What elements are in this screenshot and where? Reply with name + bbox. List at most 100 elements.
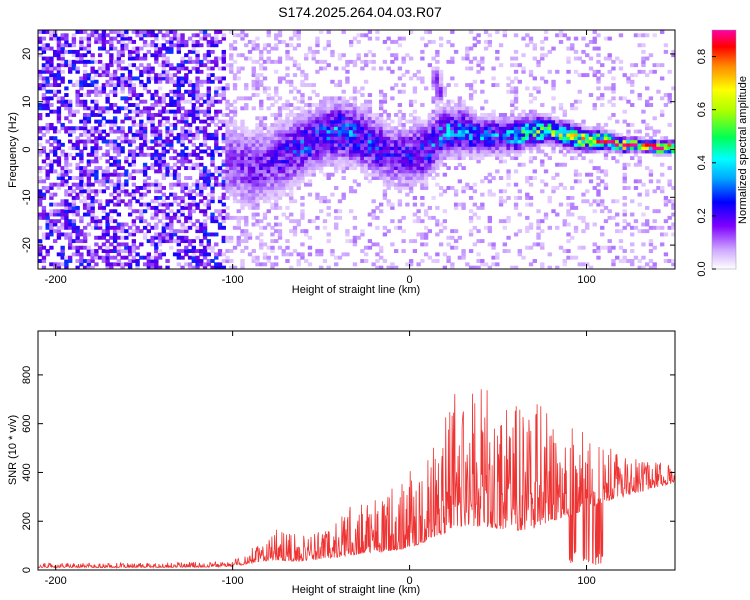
spectrogram-cell [573,146,579,151]
spectrogram-cell [52,139,58,144]
spectrogram-cell [322,109,328,114]
spectrogram-cell [498,199,504,204]
spectrogram-cell [378,66,384,71]
spectrogram-cell [540,265,545,269]
spectrogram-cell [56,235,62,240]
spectrogram-cell [304,162,309,167]
spectrogram-cell [592,132,597,137]
spectrogram-cell [67,126,73,131]
spectrogram-cell [270,192,275,197]
spectrogram-cell [300,132,305,137]
spectrogram-cell [64,259,69,263]
spectrogram-cell [397,116,403,121]
spectrogram-cell [41,255,47,260]
spectrogram-cell [154,209,159,214]
spectrogram-cell [240,66,245,71]
spectrogram-cell [131,255,137,260]
spectrogram-cell [274,46,279,51]
spectrogram-cell [259,195,264,200]
spectrogram-cell [431,112,436,117]
spectrogram-cell [551,142,556,147]
spectrogram-cell [592,209,597,214]
spectrogram-cell [525,122,530,127]
spectrogram-cell [461,205,466,210]
spectrogram-cell [38,189,43,194]
spectrogram-cell [315,195,320,200]
spectrogram-cell [195,262,200,267]
spectrogram-cell [56,69,62,74]
spectrogram-cell [236,172,241,177]
spectrogram-cell [79,56,84,61]
spectrogram-cell [577,73,582,78]
spectrogram-cell [446,156,451,161]
spectrogram-cell [142,169,148,174]
spectrogram-cell [405,149,410,154]
spectrogram-cell [285,239,290,244]
spectrogram-cell [266,255,271,260]
spectrogram-cell [206,179,211,184]
spectrogram-cell [67,69,73,74]
spectrogram-cell [266,30,271,34]
spectrogram-cell [453,189,459,194]
spectrogram-cell [315,69,320,74]
spectrogram-cell [251,93,256,97]
spectrogram-cell [274,136,279,141]
spectrogram-cell [296,106,301,111]
spectrogram-cell [191,66,196,71]
spectrogram-cell [71,146,77,151]
spectrogram-cell [416,129,421,134]
spectrogram-cell [38,103,43,107]
spectrogram-cell [150,116,155,121]
spectrogram-cell [109,89,114,94]
spectrogram-cell [56,262,62,267]
spectrogram-cell [311,136,316,141]
spectrogram-cell [611,129,616,134]
spectrogram-cell [408,112,414,117]
spectrogram-cell [82,202,88,207]
spectrogram-cell [360,116,365,121]
spectrogram-cell [184,176,189,180]
spectrogram-cell [435,96,440,101]
spectrogram-cell [566,122,571,127]
spectrogram-cell [79,126,84,131]
spectrogram-cell [262,59,268,64]
spectrogram-cell [82,205,88,210]
spectrogram-cell [172,126,178,131]
spectrogram-cell [184,129,189,134]
spectrogram-cell [244,245,249,250]
spectrogram-cell [528,129,534,134]
spectrogram-cell [244,219,249,224]
spectrogram-cell [251,182,256,187]
spectrogram-cell [487,242,492,247]
spectrogram-cell [195,56,200,61]
spectrogram-cell [513,56,519,61]
spectrogram-cell [521,36,526,41]
spectrogram-cell [64,162,69,167]
spectrogram-cell [60,172,65,177]
spectrogram-cell [154,76,159,81]
spectrogram-cell [94,103,99,107]
spectrogram-cell [109,106,114,111]
spectrogram-cell [352,86,358,91]
spectrogram-cell [247,166,253,171]
spectrogram-cell [82,265,88,269]
spectrogram-cell [169,73,174,78]
spectrogram-cell [319,159,324,164]
spectrogram-cell [408,132,414,137]
spectrogram-cell [491,242,496,247]
spectrogram-cell [468,139,474,144]
spectrogram-cell [247,56,253,61]
spectrogram-cell [349,96,354,101]
spectrogram-cell [371,126,376,131]
spectrogram-cell [270,159,275,164]
spectrogram-cell [251,69,256,74]
spectrogram-cell [199,30,204,34]
spectrogram-cell [229,166,234,171]
spectrogram-cell [292,30,298,34]
spectrogram-cell [161,66,166,71]
spectrogram-cell [270,136,275,141]
spectrogram-cell [60,76,65,81]
spectrogram-cell [502,249,507,253]
spectrogram-cell [528,146,534,151]
spectrogram-cell [506,146,511,151]
